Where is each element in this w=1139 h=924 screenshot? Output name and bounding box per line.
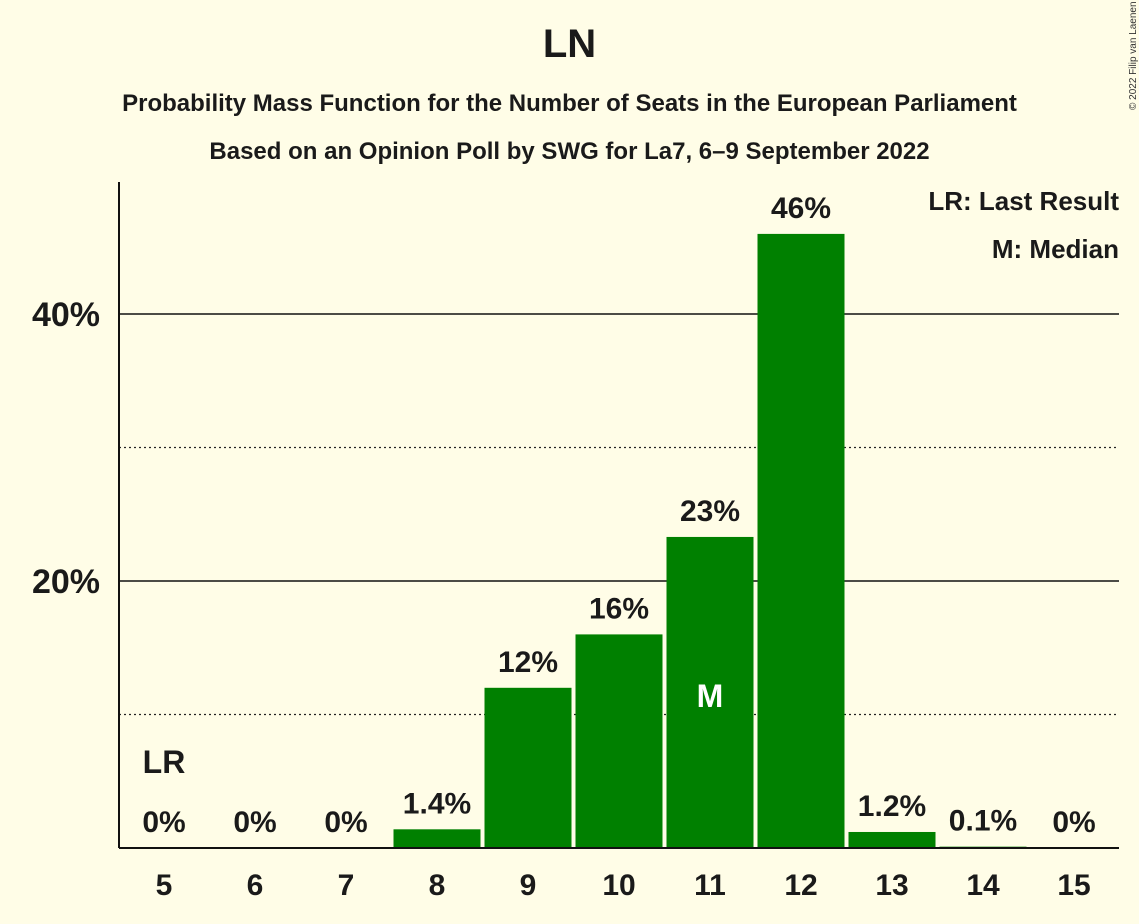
x-tick-label: 14 — [966, 869, 1000, 902]
data-label: 0% — [1052, 806, 1095, 839]
y-tick-label: 40% — [32, 296, 100, 334]
data-label: 1.4% — [403, 787, 471, 820]
data-label: 0% — [142, 806, 185, 839]
legend-last-result: LR: Last Result — [928, 186, 1119, 216]
x-tick-label: 7 — [338, 869, 355, 902]
x-tick-label: 6 — [247, 869, 264, 902]
bar — [666, 536, 754, 848]
x-tick-label: 8 — [429, 869, 446, 902]
chart-source: Based on an Opinion Poll by SWG for La7,… — [209, 138, 930, 165]
x-tick-label: 9 — [520, 869, 537, 902]
x-tick-label: 13 — [875, 869, 908, 902]
bar — [757, 233, 845, 848]
data-label: 23% — [680, 495, 740, 528]
bar — [393, 829, 481, 848]
data-label: 0% — [233, 806, 276, 839]
data-label: 16% — [589, 592, 649, 625]
data-label: 12% — [498, 646, 558, 679]
x-tick-label: 5 — [156, 869, 173, 902]
bar — [848, 831, 936, 848]
data-label: 46% — [771, 192, 831, 225]
x-tick-label: 12 — [784, 869, 817, 902]
data-label: 1.2% — [858, 790, 926, 823]
x-tick-label: 15 — [1057, 869, 1090, 902]
last-result-marker: LR — [143, 744, 186, 780]
median-marker: M — [697, 678, 724, 714]
bar — [575, 634, 663, 848]
chart-subtitle: Probability Mass Function for the Number… — [122, 90, 1017, 117]
data-label: 0% — [324, 806, 367, 839]
bar — [484, 687, 572, 848]
y-tick-label: 20% — [32, 563, 100, 601]
chart-title: LN — [542, 22, 597, 66]
data-label: 0.1% — [949, 805, 1017, 838]
legend-median: M: Median — [991, 234, 1119, 264]
x-tick-label: 10 — [602, 869, 635, 902]
x-tick-label: 11 — [694, 869, 726, 902]
